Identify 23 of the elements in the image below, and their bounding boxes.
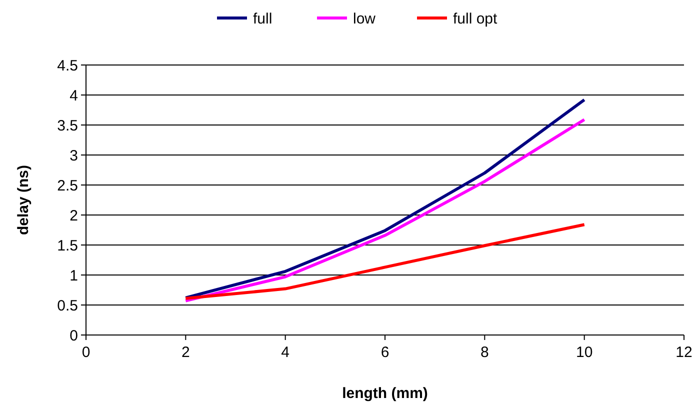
legend-label: full opt bbox=[453, 10, 498, 28]
y-tick-label: 0.5 bbox=[57, 297, 78, 314]
y-tick-label: 1 bbox=[70, 267, 78, 284]
y-tick-label: 3 bbox=[70, 147, 78, 164]
y-tick-label: 2 bbox=[70, 207, 78, 224]
x-tick-label: 2 bbox=[181, 344, 190, 361]
x-axis-title: length (mm) bbox=[342, 385, 428, 402]
y-tick-label: 3.5 bbox=[57, 117, 78, 134]
x-tick-label: 6 bbox=[380, 344, 390, 361]
legend-label: low bbox=[353, 10, 376, 28]
y-axis-title: delay (ns) bbox=[15, 164, 32, 236]
y-tick-label: 1.5 bbox=[57, 237, 78, 254]
y-tick-label: 2.5 bbox=[57, 177, 78, 194]
x-tick-label: 4 bbox=[281, 344, 290, 361]
y-tick-label: 4.5 bbox=[57, 57, 78, 74]
line-series bbox=[184, 223, 586, 300]
legend-label: full bbox=[253, 10, 272, 28]
x-tick-label: 8 bbox=[480, 344, 489, 361]
x-tick-label: 0 bbox=[82, 344, 90, 361]
x-tick-label: 12 bbox=[676, 344, 692, 361]
x-tick-label: 10 bbox=[576, 344, 593, 361]
y-tick-label: 4 bbox=[70, 87, 78, 104]
y-tick-label: 0 bbox=[70, 327, 78, 344]
